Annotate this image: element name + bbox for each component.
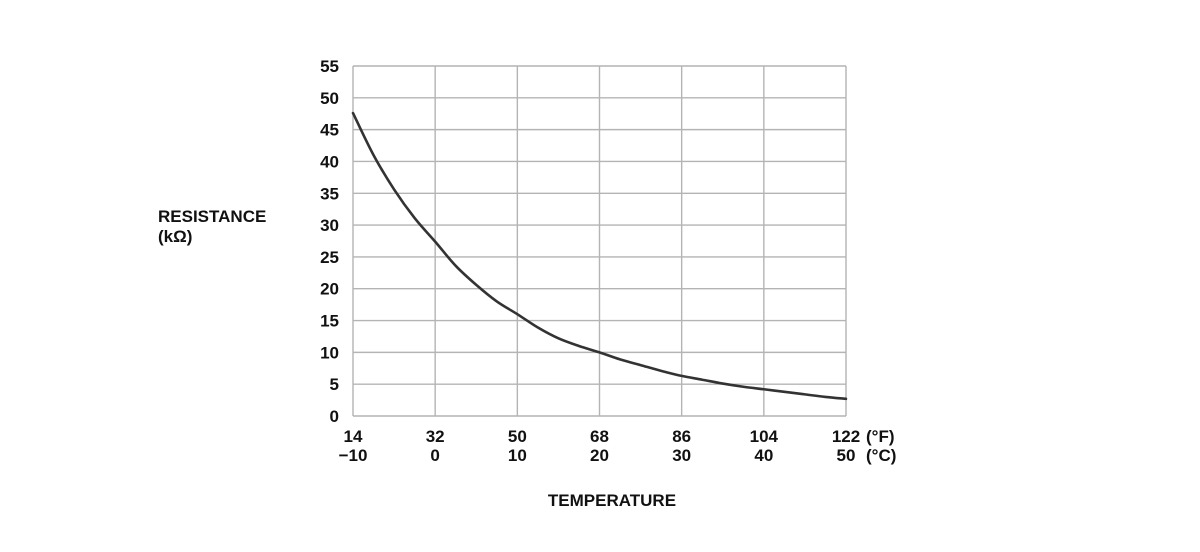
grid bbox=[352, 65, 847, 417]
x-tick-label-f: 122 bbox=[832, 427, 860, 446]
y-tick-label: 35 bbox=[320, 184, 339, 203]
x-tick-label-c: 20 bbox=[590, 446, 609, 465]
y-tick-label: 45 bbox=[320, 121, 339, 140]
y-tick-label: 25 bbox=[320, 248, 339, 267]
y-tick-label: 50 bbox=[320, 89, 339, 108]
y-tick-labels: 0 5 10 15 20 25 30 35 40 45 50 55 bbox=[320, 57, 339, 426]
x-axis-label: TEMPERATURE bbox=[548, 491, 676, 510]
plot-area bbox=[351, 111, 848, 401]
y-axis-label: RESISTANCE bbox=[158, 207, 266, 226]
x-tick-label-f: 32 bbox=[426, 427, 445, 446]
x-tick-label-c: 40 bbox=[754, 446, 773, 465]
series-line-resistance bbox=[351, 111, 848, 401]
x-tick-label-f: 50 bbox=[508, 427, 527, 446]
x-tick-label-f: 68 bbox=[590, 427, 609, 446]
y-tick-label: 40 bbox=[320, 152, 339, 171]
y-tick-label: 15 bbox=[320, 312, 339, 331]
y-tick-label: 10 bbox=[320, 343, 339, 362]
x-tick-label-c: 10 bbox=[508, 446, 527, 465]
x-tick-label-c: 50 bbox=[837, 446, 856, 465]
x-tick-label-f: 14 bbox=[344, 427, 363, 446]
x-tick-label-c: 0 bbox=[430, 446, 439, 465]
y-tick-label: 20 bbox=[320, 280, 339, 299]
y-tick-label: 55 bbox=[320, 57, 339, 76]
x-tick-label-f: 104 bbox=[750, 427, 779, 446]
y-tick-label: 0 bbox=[330, 407, 339, 426]
y-tick-label: 30 bbox=[320, 216, 339, 235]
y-axis-unit: (kΩ) bbox=[158, 227, 192, 246]
x-tick-label-c: −10 bbox=[339, 446, 368, 465]
y-tick-label: 5 bbox=[330, 375, 339, 394]
x-tick-label-f: 86 bbox=[672, 427, 691, 446]
x-tick-label-c: 30 bbox=[672, 446, 691, 465]
x-axis-unit-f: (°F) bbox=[866, 427, 895, 446]
x-axis-unit-c: (°C) bbox=[866, 446, 896, 465]
